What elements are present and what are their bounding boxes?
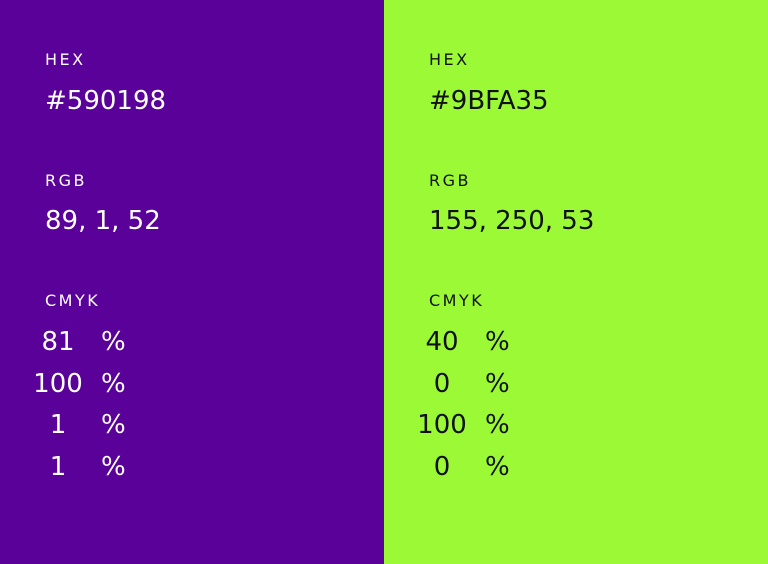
rgb-label: RGB	[429, 171, 471, 190]
hex-label: HEX	[45, 50, 86, 69]
hex-value: #9BFA35	[429, 86, 549, 116]
cmyk-value: 100	[417, 410, 467, 441]
hex-value: #590198	[45, 86, 167, 116]
cmyk-unit: %	[101, 410, 126, 441]
cmyk-value: 100	[33, 368, 83, 399]
cmyk-unit: %	[485, 368, 510, 399]
rgb-value: 89, 1, 52	[45, 206, 161, 236]
cmyk-unit: %	[485, 452, 510, 483]
rgb-label: RGB	[45, 171, 87, 190]
cmyk-value: 1	[49, 452, 67, 483]
color-panel: HEX #590198 RGB 89, 1, 52 CMYK 81% 100% 1% 1%	[0, 0, 384, 564]
cmyk-unit: %	[101, 368, 126, 399]
cmyk-value: 0	[433, 452, 451, 483]
color-panel: HEX #9BFA35 RGB 155, 250, 53 CMYK 40% 0% 100% 0%	[384, 0, 768, 564]
rgb-value: 155, 250, 53	[429, 206, 595, 236]
cmyk-value: 0	[433, 368, 451, 399]
cmyk-value: 1	[49, 410, 67, 441]
cmyk-value: 81	[41, 327, 75, 357]
cmyk-unit: %	[485, 327, 510, 357]
cmyk-label: CMYK	[45, 291, 101, 310]
cmyk-value: 40	[425, 327, 459, 357]
hex-label: HEX	[429, 50, 470, 69]
cmyk-unit: %	[101, 327, 126, 357]
cmyk-unit: %	[101, 452, 126, 483]
cmyk-label: CMYK	[429, 291, 485, 310]
cmyk-unit: %	[485, 410, 510, 441]
